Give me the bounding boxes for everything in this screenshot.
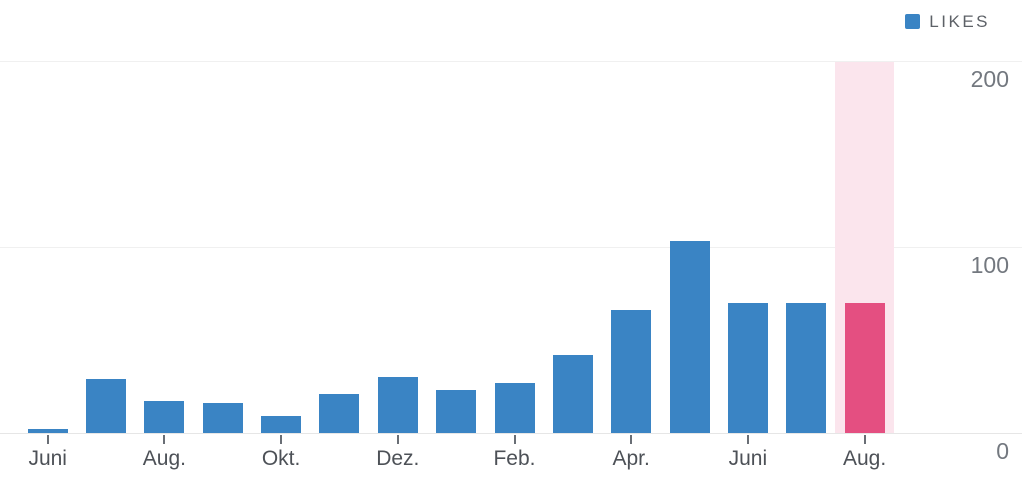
gridline-y-0 [0,433,1022,434]
gridline-y-200 [0,61,1022,62]
bar-9-mär[interactable] [552,354,593,433]
y-axis-label-0: 0 [996,438,1009,464]
x-axis-label-2-okt: Okt. [261,447,301,470]
bar-6-dez[interactable] [377,377,418,433]
bar-14-aug[interactable] [844,302,885,433]
bar-0-juni[interactable] [27,429,68,433]
bar-13-juli[interactable] [786,302,827,433]
x-axis-label-7-aug: Aug. [842,447,887,470]
x-axis-label-0-juni: Juni [28,447,67,470]
chart-legend-item-likes[interactable]: LIKES [905,12,990,31]
bar-11-mai[interactable] [669,241,710,433]
bar-1-juli[interactable] [86,379,127,433]
x-tick-0-juni [46,435,49,444]
x-tick-7-aug [863,435,866,444]
x-tick-4-feb [513,435,516,444]
bar-8-feb[interactable] [494,382,535,433]
x-tick-6-juni [746,435,749,444]
x-axis-label-3-dez: Dez. [376,447,420,470]
legend-likes-swatch-icon [905,14,921,29]
bar-3-sep[interactable] [202,403,243,433]
x-tick-5-apr [630,435,633,444]
gridline-y-100 [0,247,1022,248]
bar-4-okt[interactable] [261,416,302,433]
bar-12-juni[interactable] [727,302,768,433]
bar-2-aug[interactable] [144,401,185,433]
bar-5-nov[interactable] [319,393,360,433]
legend-likes-label: LIKES [929,12,990,31]
x-axis-label-4-feb: Feb. [493,447,536,470]
bar-7-jan[interactable] [436,390,477,433]
x-tick-3-dez [396,435,399,444]
x-axis-label-1-aug: Aug. [142,447,186,470]
x-tick-2-okt [280,435,283,444]
x-tick-1-aug [163,435,166,444]
x-axis-label-5-apr: Apr. [612,447,650,470]
x-axis-label-6-juni: Juni [728,447,768,470]
y-axis-label-200: 200 [970,66,1009,92]
bar-10-apr[interactable] [611,310,652,433]
y-axis-label-100: 100 [970,252,1009,278]
